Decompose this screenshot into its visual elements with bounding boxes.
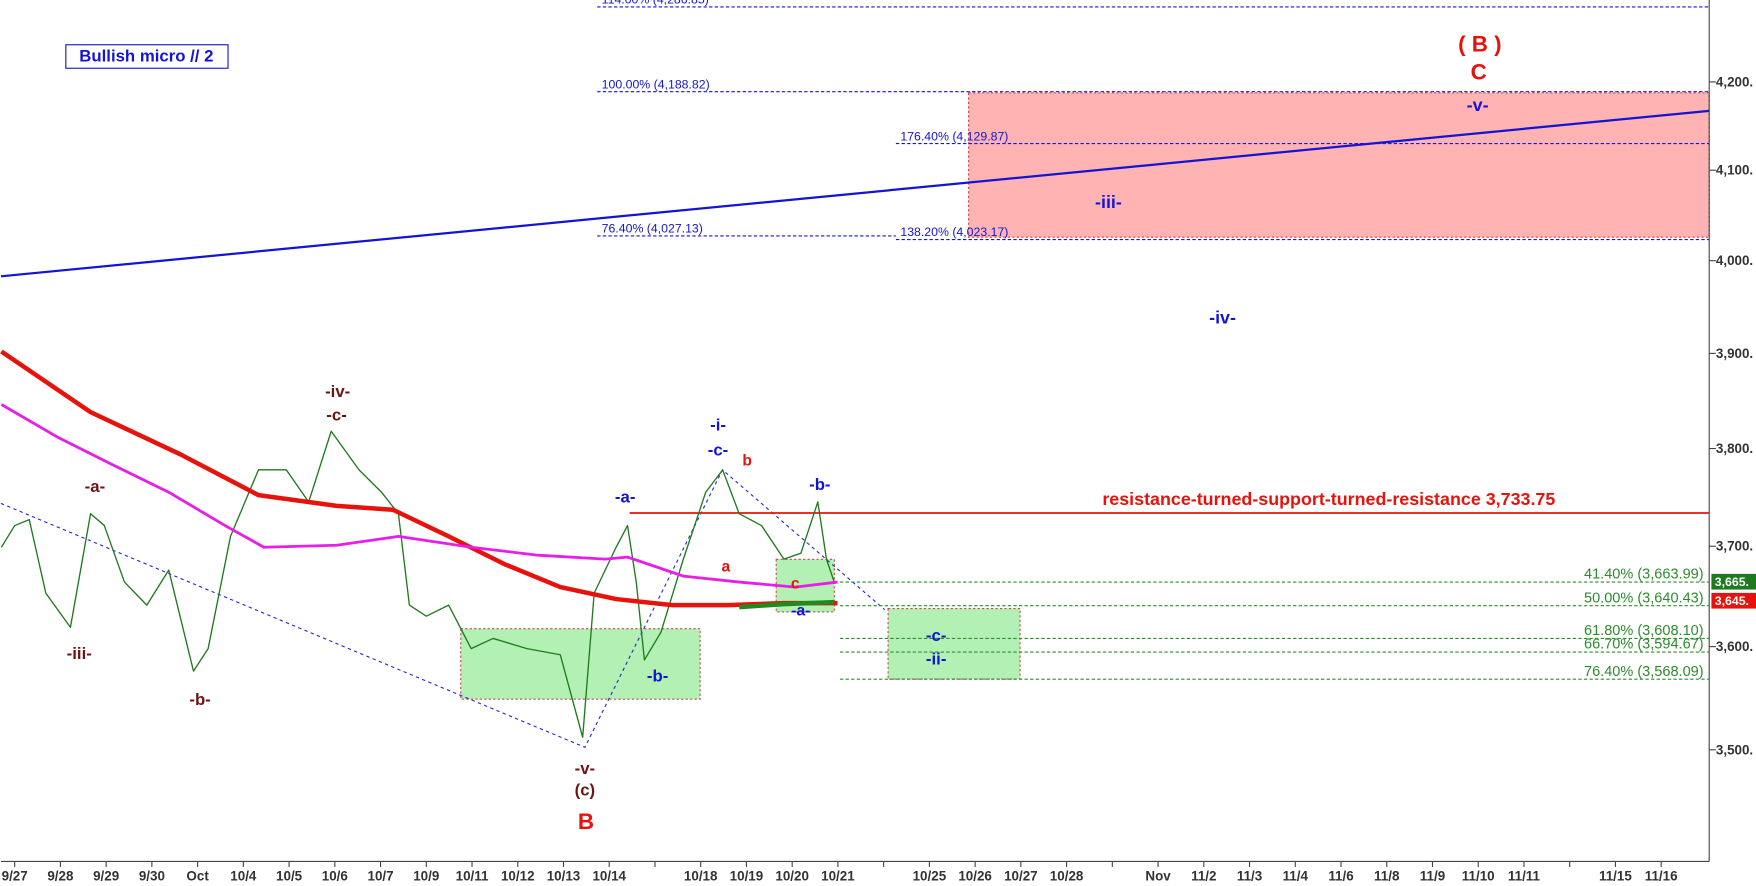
x-tick-label: 10/13 xyxy=(547,868,581,883)
series-line xyxy=(0,349,838,608)
x-tick-label: 9/27 xyxy=(2,868,28,883)
x-tick-label: 10/14 xyxy=(592,868,626,883)
series-line xyxy=(0,403,838,589)
fib-label: 61.80% (3,608.10) xyxy=(1584,623,1704,639)
fib-label: 114.00% (4,286.85) xyxy=(602,0,709,7)
wave-label: -c- xyxy=(708,440,729,459)
wave-label: -iii- xyxy=(67,644,92,663)
channel-line xyxy=(0,468,886,749)
series-line xyxy=(739,599,835,610)
fib-label: 100.00% (4,188.82) xyxy=(602,77,710,91)
wave-label: b xyxy=(742,452,752,469)
x-tick-label: 10/5 xyxy=(276,868,303,883)
x-tick-label: 9/29 xyxy=(93,868,119,883)
x-tick-label: 11/10 xyxy=(1462,868,1495,883)
x-tick-label: 9/28 xyxy=(47,868,74,883)
fib-label: 76.40% (4,027.13) xyxy=(602,222,703,236)
y-tick-label: 3,600. xyxy=(1716,639,1753,654)
fib-label: 138.20% (4,023.17) xyxy=(900,225,1008,239)
fib-label: 66.70% (3,594.67) xyxy=(1584,637,1704,653)
fib-label: 50.00% (3,640.43) xyxy=(1584,590,1704,606)
wave-label: a xyxy=(721,559,730,576)
y-tick-label: 4,100. xyxy=(1716,163,1753,178)
fib-label: 176.40% (4,129.87) xyxy=(900,129,1008,143)
x-tick-label: 11/2 xyxy=(1191,868,1216,883)
x-tick-label: 9/30 xyxy=(139,868,165,883)
x-tick-label: 11/9 xyxy=(1420,868,1445,883)
x-tick-label: Oct xyxy=(186,868,209,883)
x-tick-label: 10/11 xyxy=(456,868,489,883)
wave-label: -c- xyxy=(926,626,947,645)
wave-label: -a- xyxy=(791,602,810,619)
series-line xyxy=(0,109,1710,278)
wave-label: -b- xyxy=(647,666,668,685)
y-tick-label: 3,700. xyxy=(1716,539,1753,554)
wave-label: C xyxy=(1471,59,1487,84)
wave-label: B xyxy=(578,809,594,834)
series-line xyxy=(0,430,835,738)
wave-label: (c) xyxy=(575,780,596,799)
wave-label: -iv- xyxy=(1209,307,1236,327)
wave-label: -ii- xyxy=(926,650,946,669)
x-tick-label: 10/7 xyxy=(368,868,394,883)
wave-label: -c- xyxy=(326,406,347,425)
title-box xyxy=(65,44,229,69)
wave-label: -v- xyxy=(575,759,596,778)
x-tick-label: 10/6 xyxy=(322,868,348,883)
wave-label: -a- xyxy=(615,487,636,506)
y-tick-label: 4,000. xyxy=(1716,253,1753,268)
wave-label: -a- xyxy=(85,477,106,496)
wave-label: -b- xyxy=(809,475,830,494)
price-tag-label: 3,645. xyxy=(1715,594,1749,608)
x-tick-label: 10/18 xyxy=(684,868,718,883)
y-tick-label: 3,900. xyxy=(1716,346,1753,361)
fib-label: 41.40% (3,663.99) xyxy=(1584,567,1704,583)
price-tag xyxy=(1711,573,1756,590)
target-zone xyxy=(968,92,1710,238)
wave-label: ( B ) xyxy=(1458,31,1501,56)
x-tick-label: 11/8 xyxy=(1374,868,1400,883)
x-tick-label: 10/27 xyxy=(1004,868,1038,883)
wave-label: -b- xyxy=(189,690,210,709)
price-tag xyxy=(1711,592,1756,609)
x-tick-label: 10/26 xyxy=(958,868,992,883)
x-tick-label: 11/3 xyxy=(1237,868,1262,883)
y-tick-label: 4,200. xyxy=(1716,74,1753,89)
price-tag-label: 3,665. xyxy=(1715,575,1749,589)
x-tick-label: 11/16 xyxy=(1645,868,1678,883)
resistance-label: resistance-turned-support-turned-resista… xyxy=(1102,489,1555,509)
x-tick-label: 10/25 xyxy=(913,868,947,883)
x-tick-label: 11/11 xyxy=(1508,868,1541,883)
x-tick-label: 11/15 xyxy=(1599,868,1632,883)
wave-label: -i- xyxy=(710,416,726,435)
chart-title: Bullish micro // 2 xyxy=(79,47,213,66)
wave-label: -iv- xyxy=(325,382,350,401)
x-tick-label: 10/20 xyxy=(775,868,809,883)
wave-label: -v- xyxy=(1467,95,1489,115)
wave-label: -iii- xyxy=(1095,192,1122,212)
x-tick-label: 11/4 xyxy=(1283,868,1309,883)
x-tick-label: 10/12 xyxy=(501,868,535,883)
wave-label: c xyxy=(791,575,800,592)
support-zone xyxy=(887,608,1021,680)
y-tick-label: 3,800. xyxy=(1716,441,1753,456)
x-tick-label: 10/4 xyxy=(230,868,257,883)
fib-label: 76.40% (3,568.09) xyxy=(1584,664,1704,680)
y-tick-label: 3,500. xyxy=(1716,742,1753,757)
x-tick-label: Nov xyxy=(1145,868,1171,883)
x-tick-label: 11/6 xyxy=(1328,868,1353,883)
x-tick-label: 10/19 xyxy=(730,868,764,883)
x-tick-label: 10/9 xyxy=(413,868,439,883)
x-tick-label: 10/21 xyxy=(821,868,855,883)
x-tick-label: 10/28 xyxy=(1050,868,1084,883)
